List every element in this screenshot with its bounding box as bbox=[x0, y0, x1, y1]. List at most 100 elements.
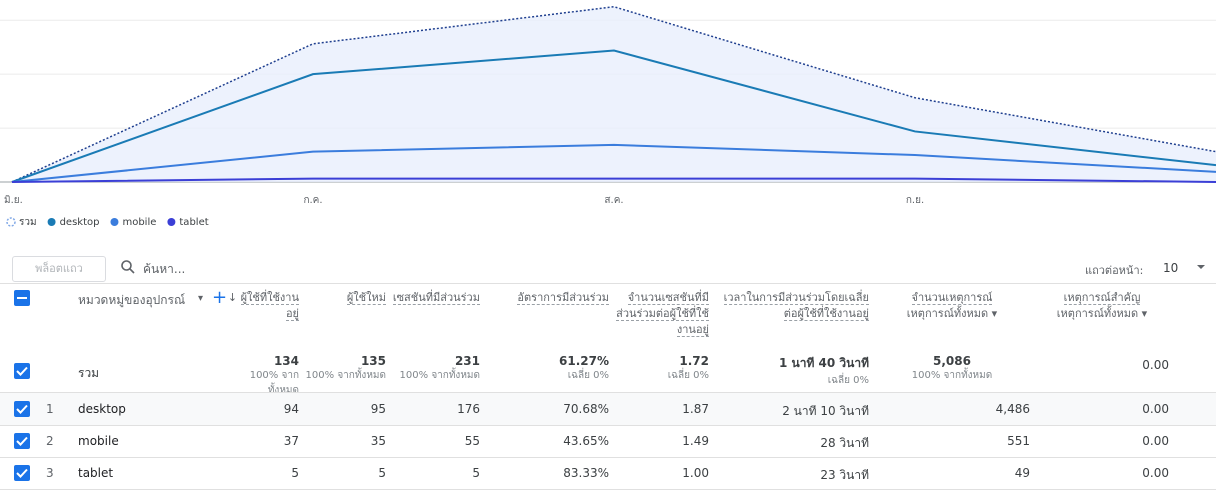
column-title: อัตราการมีส่วนร่วม bbox=[517, 291, 609, 305]
row-cell: 1.87 bbox=[682, 402, 709, 416]
chart: มิ.ย. ก.ค. ส.ค. ก.ย. รวม desktop mobile tablet bbox=[0, 5, 1216, 228]
row-cell: 5 bbox=[291, 466, 299, 480]
area bbox=[12, 6, 1216, 183]
totals-value: 0.00 bbox=[1142, 358, 1169, 372]
legend-label: tablet bbox=[179, 217, 208, 228]
divider bbox=[0, 392, 1216, 393]
totals-cell: 61.27% เฉลี่ย 0% bbox=[486, 354, 609, 383]
legend-swatch bbox=[6, 217, 16, 227]
row-cell: 1.49 bbox=[682, 434, 709, 448]
column-header[interactable]: จำนวนเหตุการณ์เหตุการณ์ทั้งหมด ▾ bbox=[875, 290, 1029, 322]
row-cell: 28 วินาที bbox=[820, 436, 869, 450]
legend-label: desktop bbox=[60, 217, 100, 228]
sort-arrow: ↓ bbox=[227, 291, 241, 304]
row-cell: 0.00 bbox=[1142, 466, 1169, 480]
row-name: tablet bbox=[78, 466, 114, 480]
row-cell: 1.00 bbox=[682, 466, 709, 480]
row-checkbox[interactable] bbox=[14, 401, 30, 417]
minus bbox=[17, 297, 27, 299]
divider bbox=[0, 283, 1216, 284]
column-subtitle: เหตุการณ์ทั้งหมด bbox=[906, 307, 989, 320]
series-line bbox=[11, 143, 1216, 183]
divider bbox=[0, 457, 1216, 458]
row-bg bbox=[0, 393, 1216, 425]
row-index: 3 bbox=[46, 466, 54, 480]
legend-swatch bbox=[167, 218, 176, 226]
series-line bbox=[11, 49, 1216, 183]
row-checkbox[interactable] bbox=[14, 465, 30, 481]
series-line bbox=[11, 5, 1216, 183]
check bbox=[16, 366, 28, 376]
totals-note: 100% จากทั้งหมด bbox=[305, 370, 386, 381]
row-name: desktop bbox=[78, 402, 126, 416]
series-line bbox=[11, 177, 1216, 183]
column-header[interactable]: อัตราการมีส่วนร่วม bbox=[486, 290, 609, 306]
row-cell: 5 bbox=[472, 466, 480, 480]
row-cell: 5 bbox=[378, 466, 386, 480]
row-index: 2 bbox=[46, 434, 54, 448]
totals-value: 135 bbox=[360, 354, 386, 368]
totals-cell: 1 นาที 40 วินาทีเฉลี่ย 0% bbox=[715, 354, 869, 388]
legend-swatch bbox=[47, 218, 56, 226]
totals-cell: 135 100% จากทั้งหมด bbox=[305, 354, 386, 383]
totals-note: เฉลี่ย 0% bbox=[827, 375, 869, 386]
row-cell: 94 bbox=[283, 402, 299, 416]
x-tick-label: มิ.ย. bbox=[4, 195, 23, 206]
column-header[interactable]: ↓ ผู้ใช้ที่ใช้งานอยู่ bbox=[220, 290, 299, 322]
column-title: ผู้ใช้ที่ใช้งานอยู่ bbox=[240, 291, 299, 321]
dimension-header[interactable]: หมวดหมู่ของอุปกรณ์ bbox=[78, 293, 186, 307]
totals-cell: 0.00 bbox=[1035, 358, 1169, 372]
row-index: 1 bbox=[46, 402, 54, 416]
caret: ▾ bbox=[988, 307, 998, 320]
dimension-caret: ▾ bbox=[198, 293, 204, 304]
row-cell: 95 bbox=[370, 402, 386, 416]
totals-value: 231 bbox=[454, 354, 480, 368]
column-header[interactable]: จำนวนเซสชันที่มีส่วนร่วมต่อผู้ใช้ที่ใช้ง… bbox=[615, 290, 709, 338]
legend-label: mobile bbox=[122, 217, 156, 228]
totals-value: 1.72 bbox=[679, 354, 709, 368]
add-dimension[interactable]: + bbox=[212, 287, 228, 308]
column-header[interactable]: ผู้ใช้ใหม่ bbox=[305, 290, 386, 306]
totals-note: เฉลี่ย 0% bbox=[667, 370, 709, 381]
check bbox=[16, 436, 28, 446]
rows-per-page[interactable]: 10 bbox=[1163, 261, 1179, 275]
row-cell: 23 วินาที bbox=[820, 468, 869, 482]
column-title: ผู้ใช้ใหม่ bbox=[346, 291, 386, 305]
column-title: เวลาในการมีส่วนร่วมโดยเฉลี่ยต่อผู้ใช้ที่… bbox=[723, 291, 869, 321]
totals-cell: 231 100% จากทั้งหมด bbox=[392, 354, 480, 383]
column-header[interactable]: เซสชันที่มีส่วนร่วม bbox=[392, 290, 480, 306]
column-title: จำนวนเหตุการณ์ bbox=[911, 291, 993, 305]
totals-note: เฉลี่ย 0% bbox=[567, 370, 609, 381]
select-all-checkbox[interactable] bbox=[14, 290, 30, 306]
row-cell: 70.68% bbox=[563, 402, 609, 416]
x-tick-label: ก.ค. bbox=[303, 195, 322, 206]
totals-note: 100% จากทั้งหมด bbox=[911, 370, 993, 381]
totals-cell: 5,086 100% จากทั้งหมด bbox=[875, 354, 1029, 383]
column-header[interactable]: เหตุการณ์สำคัญ เหตุการณ์ทั้งหมด ▾ bbox=[1035, 290, 1169, 322]
column-title: เซสชันที่มีส่วนร่วม bbox=[392, 291, 480, 305]
row-cell: 55 bbox=[464, 434, 480, 448]
column-header[interactable]: เวลาในการมีส่วนร่วมโดยเฉลี่ยต่อผู้ใช้ที่… bbox=[715, 290, 869, 322]
search-input[interactable]: ค้นหา... bbox=[143, 262, 186, 276]
row-cell: 0.00 bbox=[1142, 402, 1169, 416]
totals-cell: 1.72 เฉลี่ย 0% bbox=[615, 354, 709, 383]
totals-value: 61.27% bbox=[559, 354, 609, 368]
row-checkbox[interactable] bbox=[14, 363, 30, 379]
divider bbox=[0, 425, 1216, 426]
row-cell: 2 นาที 10 วินาที bbox=[782, 404, 869, 418]
row-cell: 551 bbox=[1007, 434, 1030, 448]
rows-per-page-label: แถวต่อหน้า: bbox=[1085, 264, 1144, 277]
legend-label: รวม bbox=[19, 217, 37, 228]
totals-note: 100% จากทั้งหมด bbox=[399, 370, 480, 381]
column-subtitle: เหตุการณ์ทั้งหมด bbox=[1056, 307, 1139, 320]
totals-label: รวม bbox=[78, 366, 100, 380]
totals-note: 100% จากทั้งหมด bbox=[249, 370, 299, 396]
row-cell: 49 bbox=[1014, 466, 1030, 480]
column-title: เหตุการณ์สำคัญ bbox=[1063, 291, 1141, 305]
row-checkbox[interactable] bbox=[14, 433, 30, 449]
totals-value: 1 นาที 40 วินาที bbox=[778, 356, 869, 370]
row-cell: 176 bbox=[457, 402, 480, 416]
search-icon bbox=[121, 260, 135, 274]
plot-rows-button[interactable]: พล็อตแถว bbox=[12, 256, 106, 282]
